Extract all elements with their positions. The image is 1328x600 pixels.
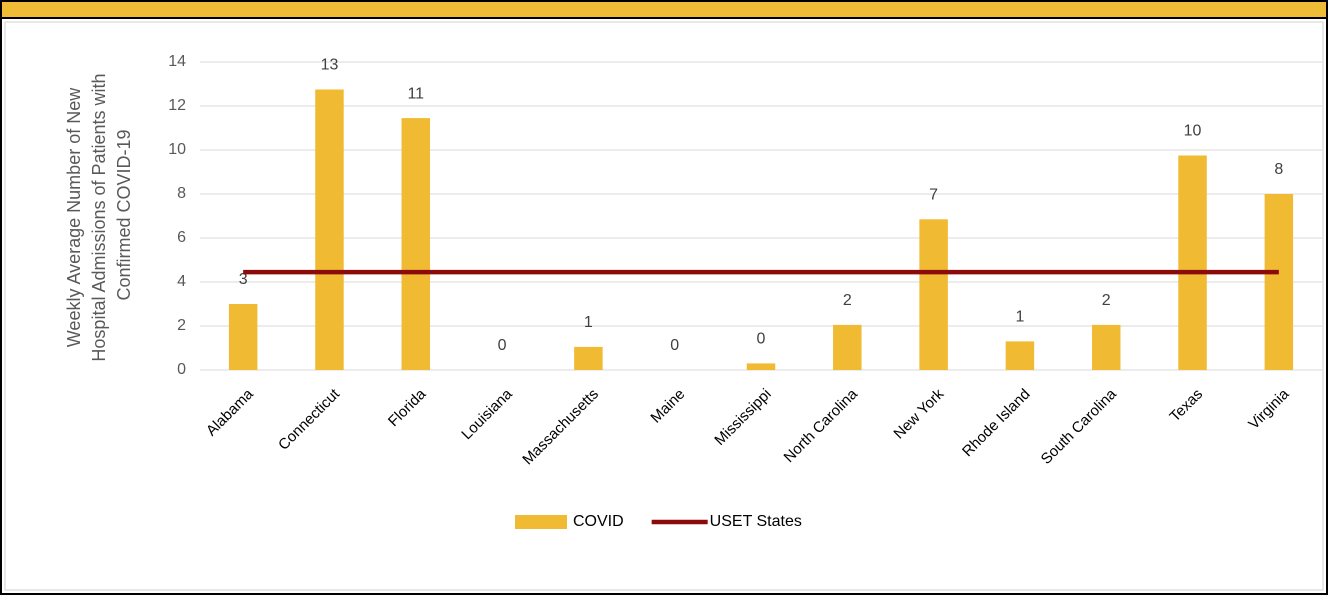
bar [401, 118, 431, 370]
legend-swatch [515, 515, 567, 529]
y-tick-label: 2 [177, 317, 186, 334]
y-tick-label: 8 [177, 185, 186, 202]
bar [919, 219, 948, 370]
y-tick-label: 6 [177, 229, 186, 246]
bar [1178, 155, 1207, 370]
bar [1005, 341, 1035, 370]
data-label: 7 [929, 187, 938, 204]
bar [574, 346, 603, 370]
y-tick-label: 14 [168, 53, 186, 70]
data-label: 2 [843, 292, 852, 309]
data-label: 2 [1102, 292, 1111, 309]
bar [228, 304, 258, 370]
data-label: 8 [1274, 161, 1283, 178]
y-tick-label: 12 [168, 97, 186, 114]
data-label: 0 [670, 337, 679, 354]
bar [315, 89, 344, 370]
y-title-line: Hospital Admissions of Patients with [89, 73, 109, 361]
data-label: 1 [1015, 309, 1024, 326]
y-axis-title: Weekly Average Number of New Hospital Ad… [64, 68, 134, 361]
bar [1091, 324, 1121, 370]
data-label: 11 [407, 85, 424, 102]
y-tick-label: 10 [168, 141, 186, 158]
chart-area [4, 21, 1324, 591]
data-label: 10 [1184, 123, 1202, 140]
y-title-line: Confirmed COVID-19 [114, 129, 134, 300]
y-tick-label: 4 [177, 273, 186, 290]
bar [746, 363, 776, 370]
legend-label: USET States [710, 513, 802, 530]
legend-label: COVID [573, 513, 624, 530]
header-band [0, 0, 1328, 19]
bar [1264, 194, 1294, 370]
data-label: 0 [757, 331, 766, 348]
data-label: 3 [239, 271, 248, 288]
bar [833, 324, 862, 370]
data-label: 13 [321, 57, 339, 74]
data-label: 1 [584, 314, 593, 331]
y-tick-label: 0 [177, 361, 186, 378]
y-title-line: Weekly Average Number of New [64, 87, 84, 347]
data-label: 0 [498, 337, 507, 354]
